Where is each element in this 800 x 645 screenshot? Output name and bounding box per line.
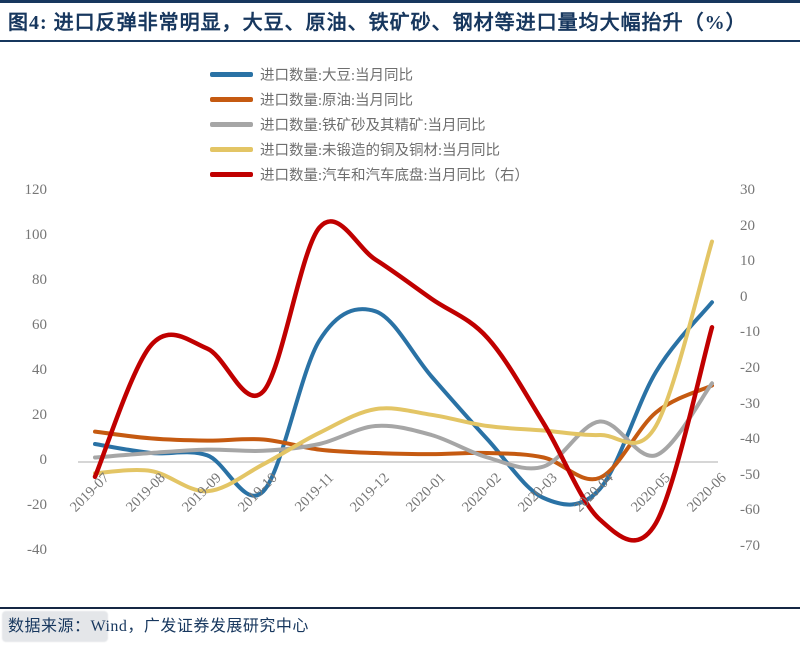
right-axis-tick: -20 (740, 360, 760, 376)
left-axis-tick: 60 (32, 317, 47, 333)
top-rule (0, 0, 800, 3)
legend-label: 进口数量:汽车和汽车底盘:当月同比（右） (260, 168, 530, 184)
left-axis-tick: -20 (27, 497, 47, 513)
watermark (2, 611, 108, 642)
bottom-rule (0, 607, 800, 609)
legend-item-crude-oil: 进口数量:原油:当月同比 (210, 87, 529, 112)
legend-label: 进口数量:未锻造的铜及铜材:当月同比 (260, 143, 501, 159)
legend-item-copper: 进口数量:未锻造的铜及铜材:当月同比 (210, 137, 529, 162)
right-axis-tick: 0 (740, 288, 748, 305)
right-axis-tick: -30 (740, 395, 760, 412)
left-axis-tick: -40 (27, 542, 47, 558)
title-underline (0, 40, 800, 42)
legend-item-auto: 进口数量:汽车和汽车底盘:当月同比（右） (210, 162, 529, 187)
right-axis-tick: -70 (740, 538, 760, 554)
right-axis-tick: -40 (740, 431, 760, 448)
legend-swatch-auto (210, 172, 253, 177)
right-axis-tick: 30 (740, 182, 755, 198)
series-line-auto (92, 219, 715, 543)
right-axis-tick: -60 (740, 502, 760, 519)
right-axis-tick: 10 (740, 253, 755, 270)
left-axis-tick: 80 (32, 272, 47, 288)
legend-swatch-soybean (210, 72, 253, 77)
left-axis-tick: 120 (24, 182, 48, 198)
right-axis-tick: 20 (740, 217, 755, 234)
legend-label: 进口数量:原油:当月同比 (260, 93, 414, 109)
legend-item-soybean: 进口数量:大豆:当月同比 (210, 62, 529, 87)
figure-title: 图4: 进口反弹非常明显，大豆、原油、铁矿砂、钢材等进口量均大幅抬升（%） (8, 12, 747, 34)
right-axis-tick: -50 (740, 466, 760, 483)
legend-swatch-crude-oil (210, 97, 253, 102)
legend-swatch-iron-ore (210, 122, 253, 127)
data-source: 数据来源：Wind，广发证券发展研究中心 (8, 618, 309, 635)
series-line-iron-ore (93, 381, 714, 471)
legend-label: 进口数量:铁矿砂及其精矿:当月同比 (260, 118, 486, 134)
left-axis-tick: 20 (32, 407, 47, 423)
series-line-copper (93, 239, 714, 494)
series-line-soybean (93, 300, 714, 507)
legend-label: 进口数量:大豆:当月同比 (260, 68, 414, 84)
series-line-crude-oil (93, 383, 714, 482)
left-axis-tick: 0 (39, 452, 48, 468)
left-axis-tick: 100 (24, 227, 48, 243)
legend-item-iron-ore: 进口数量:铁矿砂及其精矿:当月同比 (210, 112, 529, 137)
chart-legend: 进口数量:大豆:当月同比 进口数量:原油:当月同比进口数量:铁矿砂及其精矿:当月同… (210, 62, 529, 187)
left-axis-tick: 40 (32, 362, 47, 378)
right-axis-tick: -10 (740, 324, 760, 341)
legend-swatch-copper (210, 147, 253, 152)
